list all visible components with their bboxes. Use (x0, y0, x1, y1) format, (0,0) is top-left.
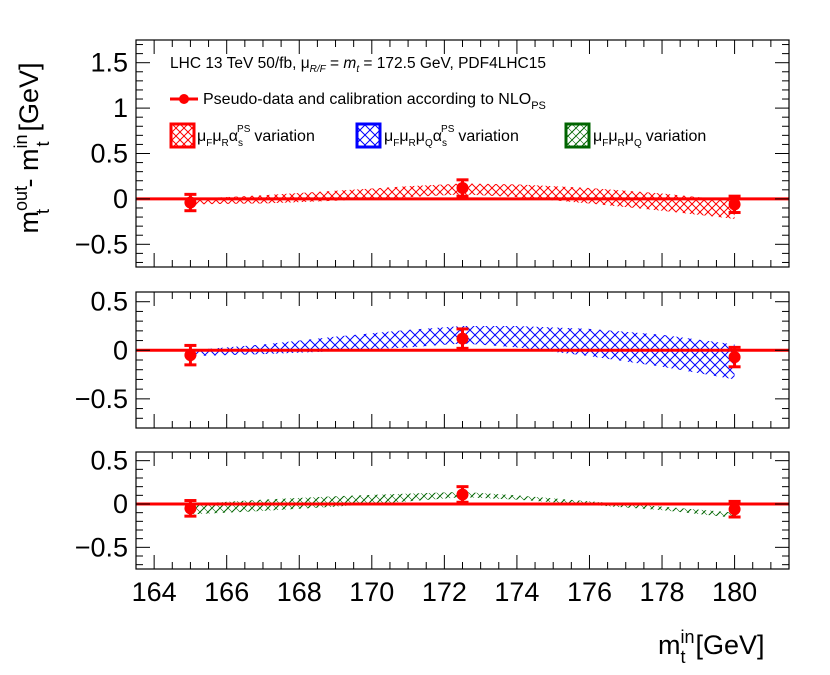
info-mt-sub: t (356, 64, 360, 75)
ytick-label-panel-2: 0.5 (90, 287, 128, 317)
ytick-label-panel-2: 0 (113, 335, 128, 365)
legend-points-text: Pseudo-data and calibration according to… (203, 91, 531, 108)
data-point-panel-1-2 (728, 198, 741, 211)
x-title-unit: [GeV] (696, 630, 765, 660)
legend-points-label: Pseudo-data and calibration according to… (203, 91, 546, 112)
y-title-m: m (14, 211, 44, 234)
y-title-unit: [GeV] (14, 62, 44, 131)
info-eq: = (326, 55, 344, 72)
legend-swatch-green (564, 122, 591, 149)
legend-label-green: μFμRμQ variation (593, 128, 706, 149)
legend-band-green: μFμRμQ variation (564, 122, 706, 149)
data-point-panel-2-2 (728, 351, 741, 364)
y-title-sub1: t (33, 209, 53, 214)
xtick-label: 172 (422, 577, 467, 607)
xtick-label: 166 (204, 577, 249, 607)
variation-band-panel-3 (190, 491, 735, 518)
info-mu: μ (301, 55, 310, 72)
legend-swatch-blue (355, 122, 382, 149)
data-point-panel-3-1 (456, 488, 469, 501)
ytick-label-panel-3: −0.5 (75, 532, 128, 562)
ytick-label-panel-1: −0.5 (75, 229, 128, 259)
ytick-label-panel-1: 1 (113, 93, 128, 123)
data-point-panel-1-0 (184, 196, 197, 209)
y-axis-title: moutt - min t[GeV] (11, 62, 53, 233)
panel-3: −0.5 0 0.5 (75, 446, 790, 570)
panel-1: −0.5 0 0.5 1 1.5 (75, 39, 790, 268)
y-title-sub2: t (33, 141, 53, 146)
info-mt: m (343, 55, 356, 72)
data-point-panel-2-0 (184, 349, 197, 362)
legend-points-sub: PS (531, 100, 546, 112)
ytick-label-panel-1: 0.5 (90, 139, 128, 169)
ytick-label-panel-2: −0.5 (75, 384, 128, 414)
frame-panel-1 (135, 39, 790, 268)
xtick-label: 178 (639, 577, 684, 607)
x-title-sup: in (681, 627, 695, 647)
legend-label-blue: μFμRμQαsPS variation (384, 124, 519, 149)
ytick-label-panel-1: 0 (113, 184, 128, 214)
xtick-label: 164 (132, 577, 177, 607)
data-point-panel-3-0 (184, 502, 197, 515)
ytick-label-panel-3: 0 (113, 489, 128, 519)
xtick-label: 180 (712, 577, 757, 607)
data-point-panel-3-2 (728, 503, 741, 516)
data-point-panel-1-1 (456, 182, 469, 195)
y-title-mid: - m (14, 149, 44, 196)
xtick-label: 168 (277, 577, 322, 607)
ytick-label-panel-1: 1.5 (90, 48, 128, 78)
info-part-b: = 172.5 GeV, PDF4LHC15 (359, 55, 546, 72)
xtick-label: 170 (349, 577, 394, 607)
y-title-sup-in: in (11, 134, 31, 148)
legend-band-red: μFμRαsPS variation (169, 122, 315, 149)
legend-points-entry: Pseudo-data and calibration according to… (170, 91, 546, 112)
x-title-sub: t (681, 647, 686, 667)
info-text: LHC 13 TeV 50/fb, μR/F = mt = 172.5 GeV,… (170, 55, 546, 75)
data-point-panel-2-1 (456, 332, 469, 345)
panels-group: −0.5 0 0.5 1 1.5 −0.5 0 0.5 −0.5 0 0.5 164 166 168 170… (75, 39, 790, 607)
xtick-label: 174 (494, 577, 539, 607)
legend-label-red: μFμRαsPS variation (197, 124, 315, 149)
x-axis-title: min t [GeV] (658, 627, 765, 667)
info-mu-sub: R/F (310, 64, 327, 75)
variation-band-panel-1 (190, 183, 735, 219)
legend-band-blue: μFμRμQαsPS variation (355, 122, 519, 149)
xtick-label: 176 (567, 577, 612, 607)
variation-band-panel-2 (190, 326, 735, 380)
y-title-sup-out: out (11, 186, 31, 211)
x-title-m: m (658, 630, 681, 660)
info-part-a: LHC 13 TeV 50/fb, (170, 55, 301, 72)
panel-2: −0.5 0 0.5 (75, 287, 790, 429)
legend-swatch-red (169, 122, 196, 149)
legend-points-marker (179, 94, 189, 104)
ytick-label-panel-3: 0.5 (90, 446, 128, 476)
